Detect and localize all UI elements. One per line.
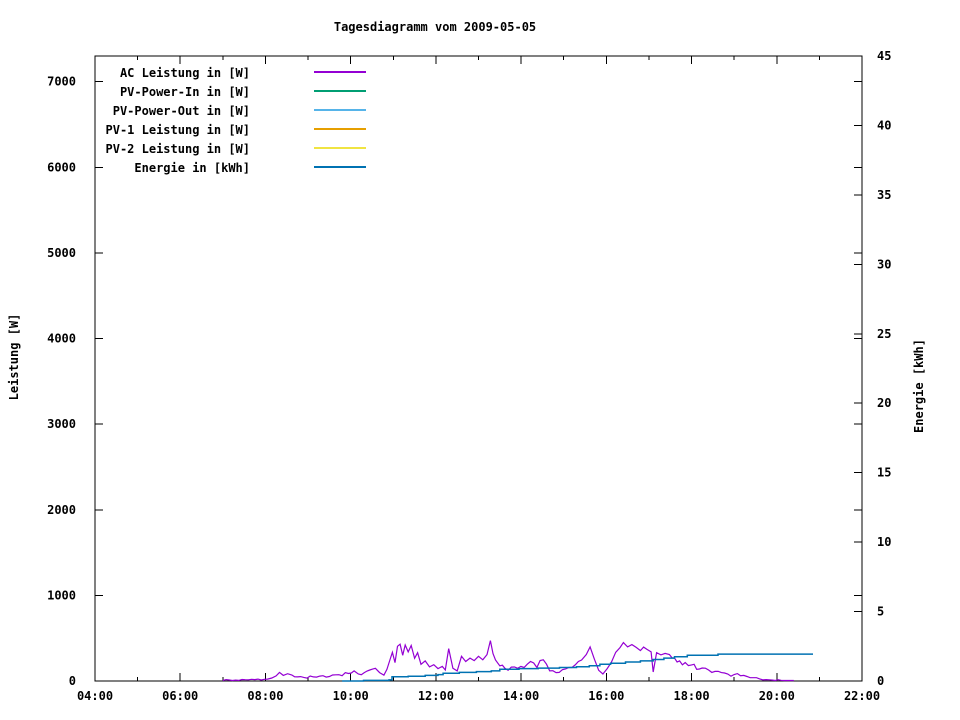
legend-line-sample: [314, 90, 366, 92]
series-line-ac-leistung-in-w-: [222, 640, 794, 682]
svg-text:0: 0: [877, 674, 884, 688]
svg-text:30: 30: [877, 257, 891, 271]
svg-text:06:00: 06:00: [162, 689, 198, 703]
svg-text:08:00: 08:00: [247, 689, 283, 703]
svg-text:20: 20: [877, 396, 891, 410]
svg-text:12:00: 12:00: [418, 689, 454, 703]
chart-legend: AC Leistung in [W] PV-Power-In in [W] PV-P…: [0, 0, 420, 190]
legend-line-sample: [314, 71, 366, 73]
series-line-energie-in-kwh-: [342, 653, 813, 682]
svg-text:16:00: 16:00: [588, 689, 624, 703]
legend-label: PV-Power-Out in [W]: [112, 104, 250, 118]
legend-item-6: Energie in [kWh]: [0, 161, 420, 175]
legend-line-sample: [314, 166, 366, 168]
svg-text:20:00: 20:00: [759, 689, 795, 703]
svg-text:14:00: 14:00: [503, 689, 539, 703]
legend-item-1: AC Leistung in [W]: [0, 66, 420, 80]
svg-text:10: 10: [877, 535, 891, 549]
svg-text:5000: 5000: [47, 246, 76, 260]
legend-line-sample: [314, 128, 366, 130]
svg-text:10:00: 10:00: [333, 689, 369, 703]
chart-title: Tagesdiagramm vom 2009-05-05: [333, 20, 537, 34]
svg-text:1000: 1000: [47, 588, 76, 602]
svg-text:5: 5: [877, 605, 884, 619]
svg-text:0: 0: [69, 674, 76, 688]
svg-text:40: 40: [877, 118, 891, 132]
legend-item-5: PV-2 Leistung in [W]: [0, 142, 420, 156]
legend-item-3: PV-Power-Out in [W]: [0, 104, 420, 118]
svg-text:15: 15: [877, 466, 891, 480]
svg-text:04:00: 04:00: [77, 689, 113, 703]
legend-label: PV-Power-In in [W]: [119, 85, 250, 99]
legend-label: AC Leistung in [W]: [119, 66, 250, 80]
svg-text:22:00: 22:00: [844, 689, 880, 703]
legend-label: Energie in [kWh]: [134, 161, 250, 175]
legend-item-4: PV-1 Leistung in [W]: [0, 123, 420, 137]
legend-label: PV-2 Leistung in [W]: [105, 142, 251, 156]
svg-text:7000: 7000: [47, 75, 76, 89]
svg-text:45: 45: [877, 49, 891, 63]
svg-text:35: 35: [877, 188, 891, 202]
svg-text:2000: 2000: [47, 503, 76, 517]
y-axis-label-right: Energie [kWh]: [912, 339, 926, 433]
svg-text:25: 25: [877, 327, 891, 341]
svg-text:18:00: 18:00: [673, 689, 709, 703]
legend-item-2: PV-Power-In in [W]: [0, 85, 420, 99]
legend-line-sample: [314, 109, 366, 111]
svg-text:3000: 3000: [47, 417, 76, 431]
svg-text:6000: 6000: [47, 160, 76, 174]
legend-line-sample: [314, 147, 366, 149]
y-axis-label-left: Leistung [W]: [7, 313, 21, 401]
svg-text:4000: 4000: [47, 332, 76, 346]
legend-label: PV-1 Leistung in [W]: [105, 123, 251, 137]
